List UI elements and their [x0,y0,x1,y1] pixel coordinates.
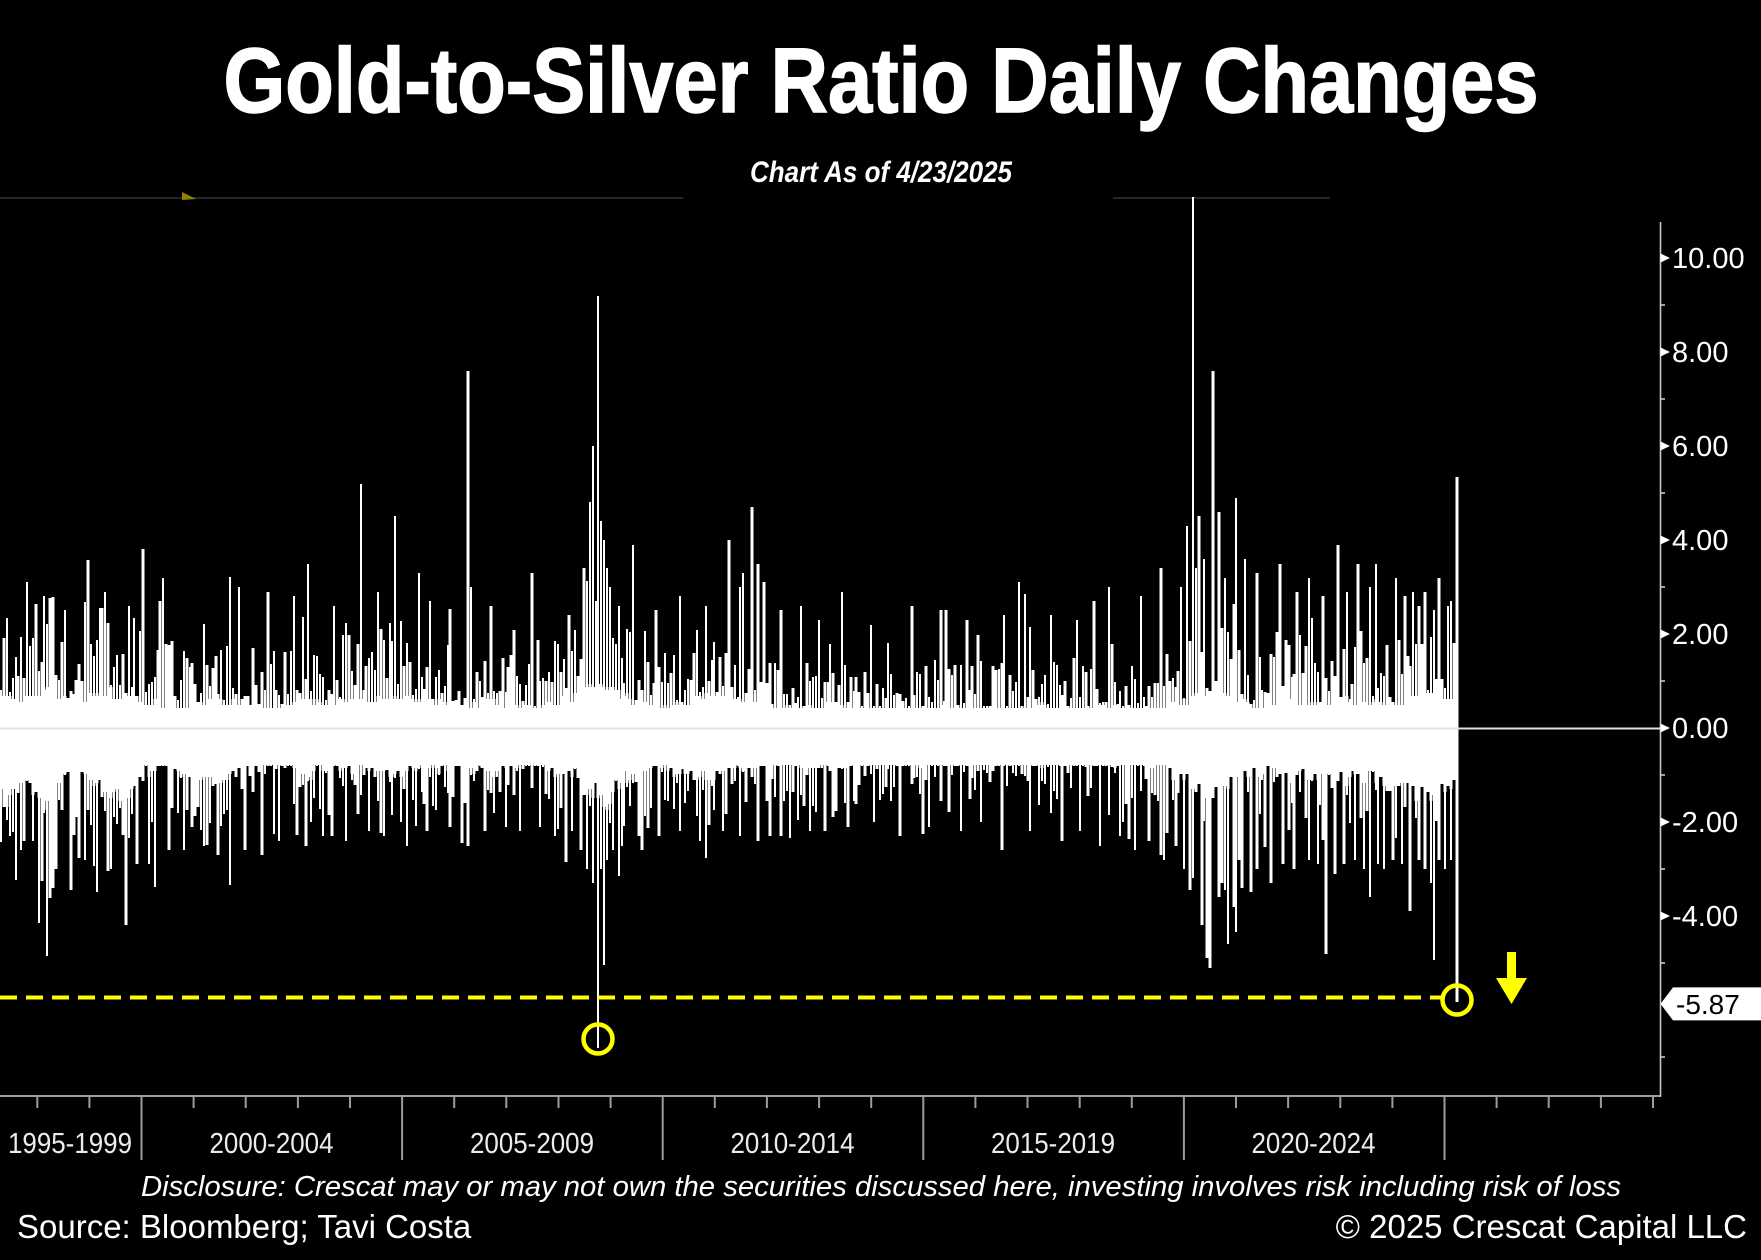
svg-text:-5.87: -5.87 [1676,989,1740,1020]
svg-text:-2.00: -2.00 [1672,807,1738,839]
svg-text:-4.00: -4.00 [1672,901,1738,933]
svg-text:Source: Bloomberg; Tavi Costa: Source: Bloomberg; Tavi Costa [17,1208,472,1245]
svg-text:2010-2014: 2010-2014 [731,1128,855,1160]
svg-text:6.00: 6.00 [1672,431,1728,463]
svg-text:Chart As of 4/23/2025: Chart As of 4/23/2025 [750,156,1013,189]
svg-text:0.00: 0.00 [1672,713,1728,745]
svg-text:1995-1999: 1995-1999 [8,1128,132,1160]
svg-text:2005-2009: 2005-2009 [470,1128,594,1160]
svg-text:Disclosure: Crescat may or may: Disclosure: Crescat may or may not own t… [141,1171,1621,1203]
svg-text:Gold-to-Silver Ratio Daily Cha: Gold-to-Silver Ratio Daily Changes [224,30,1539,132]
svg-text:2020-2024: 2020-2024 [1252,1128,1376,1160]
svg-text:2.00: 2.00 [1672,619,1728,651]
svg-text:2000-2004: 2000-2004 [210,1128,334,1160]
svg-text:4.00: 4.00 [1672,525,1728,557]
svg-text:2015-2019: 2015-2019 [991,1128,1115,1160]
svg-text:10.00: 10.00 [1672,243,1745,275]
svg-text:© 2025 Crescat Capital LLC: © 2025 Crescat Capital LLC [1336,1208,1747,1245]
svg-text:8.00: 8.00 [1672,337,1728,369]
